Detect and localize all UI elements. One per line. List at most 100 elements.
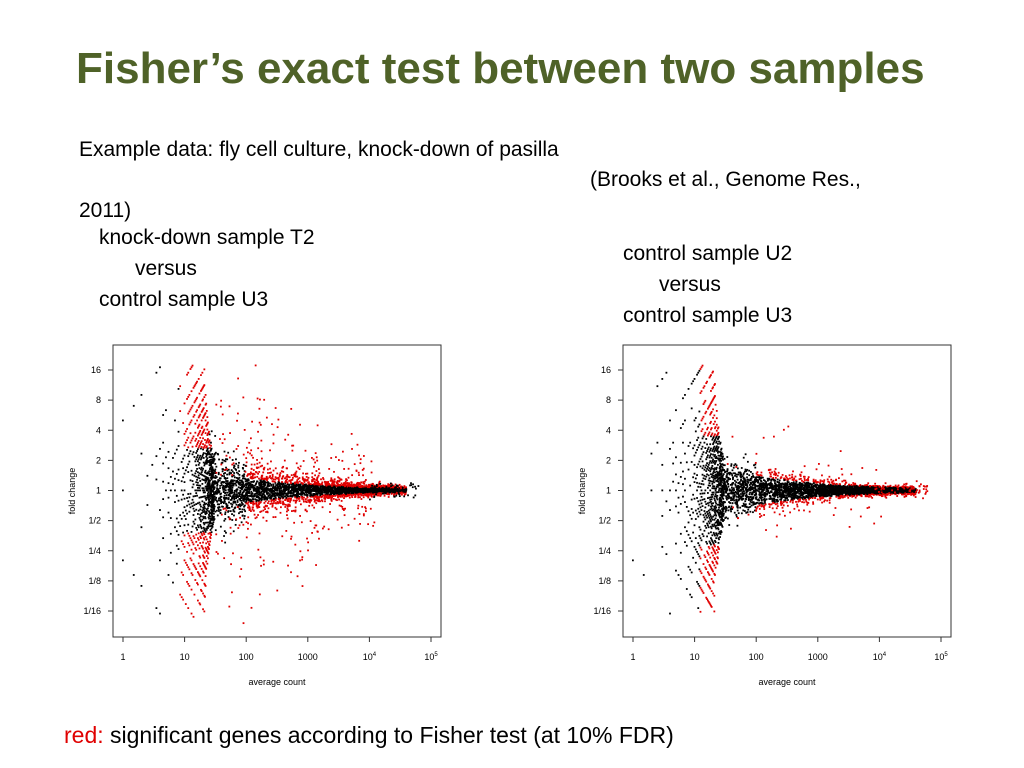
significant-point <box>201 579 204 582</box>
significant-point <box>200 419 203 422</box>
point <box>267 482 269 485</box>
significant-point <box>336 499 338 502</box>
point <box>717 511 719 514</box>
point <box>706 467 708 470</box>
point <box>682 495 684 498</box>
point <box>245 488 248 491</box>
point <box>212 459 215 462</box>
significant-point <box>343 494 346 497</box>
significant-point <box>223 557 226 560</box>
point <box>197 526 200 529</box>
significant-point <box>237 527 240 529</box>
significant-point <box>346 479 348 482</box>
point <box>260 495 263 498</box>
point <box>235 484 238 487</box>
significant-point <box>712 592 714 595</box>
significant-point <box>230 563 232 566</box>
significant-point <box>324 482 327 485</box>
significant-point <box>180 540 183 543</box>
point <box>714 454 716 456</box>
significant-point <box>361 505 364 508</box>
point <box>216 484 219 487</box>
significant-point <box>710 590 713 592</box>
significant-point <box>204 535 207 538</box>
point <box>174 419 176 422</box>
significant-point <box>710 400 713 403</box>
significant-point <box>713 610 716 613</box>
point <box>650 489 653 492</box>
point <box>717 522 719 525</box>
point <box>233 466 235 469</box>
point <box>714 473 717 476</box>
point <box>692 511 695 514</box>
significant-point <box>248 505 251 508</box>
point <box>233 514 235 517</box>
significant-point <box>288 503 291 506</box>
significant-point <box>200 440 203 443</box>
point <box>207 505 210 508</box>
point <box>702 514 705 516</box>
significant-point <box>708 547 711 550</box>
point <box>323 487 326 490</box>
significant-point <box>221 442 224 444</box>
point <box>715 496 718 499</box>
significant-point <box>271 473 274 476</box>
point <box>336 492 339 495</box>
point <box>715 460 718 462</box>
significant-point <box>196 426 199 429</box>
point <box>165 489 167 492</box>
significant-point <box>343 468 346 470</box>
point <box>225 496 228 499</box>
significant-point <box>199 436 202 439</box>
point <box>693 454 696 457</box>
point <box>187 463 190 466</box>
point <box>700 495 703 498</box>
significant-point <box>344 484 347 486</box>
point <box>325 491 328 494</box>
point <box>242 477 244 480</box>
point <box>370 488 372 491</box>
point <box>719 478 722 480</box>
significant-point <box>273 480 276 483</box>
point <box>231 519 234 521</box>
point <box>252 489 255 492</box>
significant-point <box>257 505 260 508</box>
significant-point <box>315 479 318 482</box>
point <box>227 516 230 518</box>
point <box>244 498 247 501</box>
significant-point <box>313 526 316 529</box>
point <box>266 484 269 487</box>
point <box>682 423 684 425</box>
significant-point <box>324 498 327 500</box>
significant-point <box>710 427 713 429</box>
significant-point <box>330 500 333 502</box>
significant-point <box>296 575 299 578</box>
significant-point <box>315 456 318 459</box>
significant-point <box>359 493 362 496</box>
significant-point <box>247 527 249 530</box>
point <box>207 494 210 497</box>
point <box>698 534 701 537</box>
point <box>194 518 197 521</box>
point <box>227 488 230 491</box>
point <box>305 487 308 490</box>
point <box>356 488 359 490</box>
point <box>217 471 220 474</box>
point <box>718 513 720 516</box>
point <box>716 521 719 524</box>
point <box>287 489 290 492</box>
significant-point <box>314 461 317 464</box>
significant-point <box>360 498 363 500</box>
significant-point <box>288 504 291 507</box>
significant-point <box>293 475 296 478</box>
point <box>274 496 277 499</box>
point <box>692 493 695 496</box>
point <box>215 476 218 478</box>
significant-point <box>701 428 704 431</box>
point <box>215 465 218 468</box>
significant-point <box>195 445 198 448</box>
point <box>276 489 279 492</box>
significant-point <box>254 364 257 367</box>
point <box>192 451 195 454</box>
point <box>204 521 207 524</box>
